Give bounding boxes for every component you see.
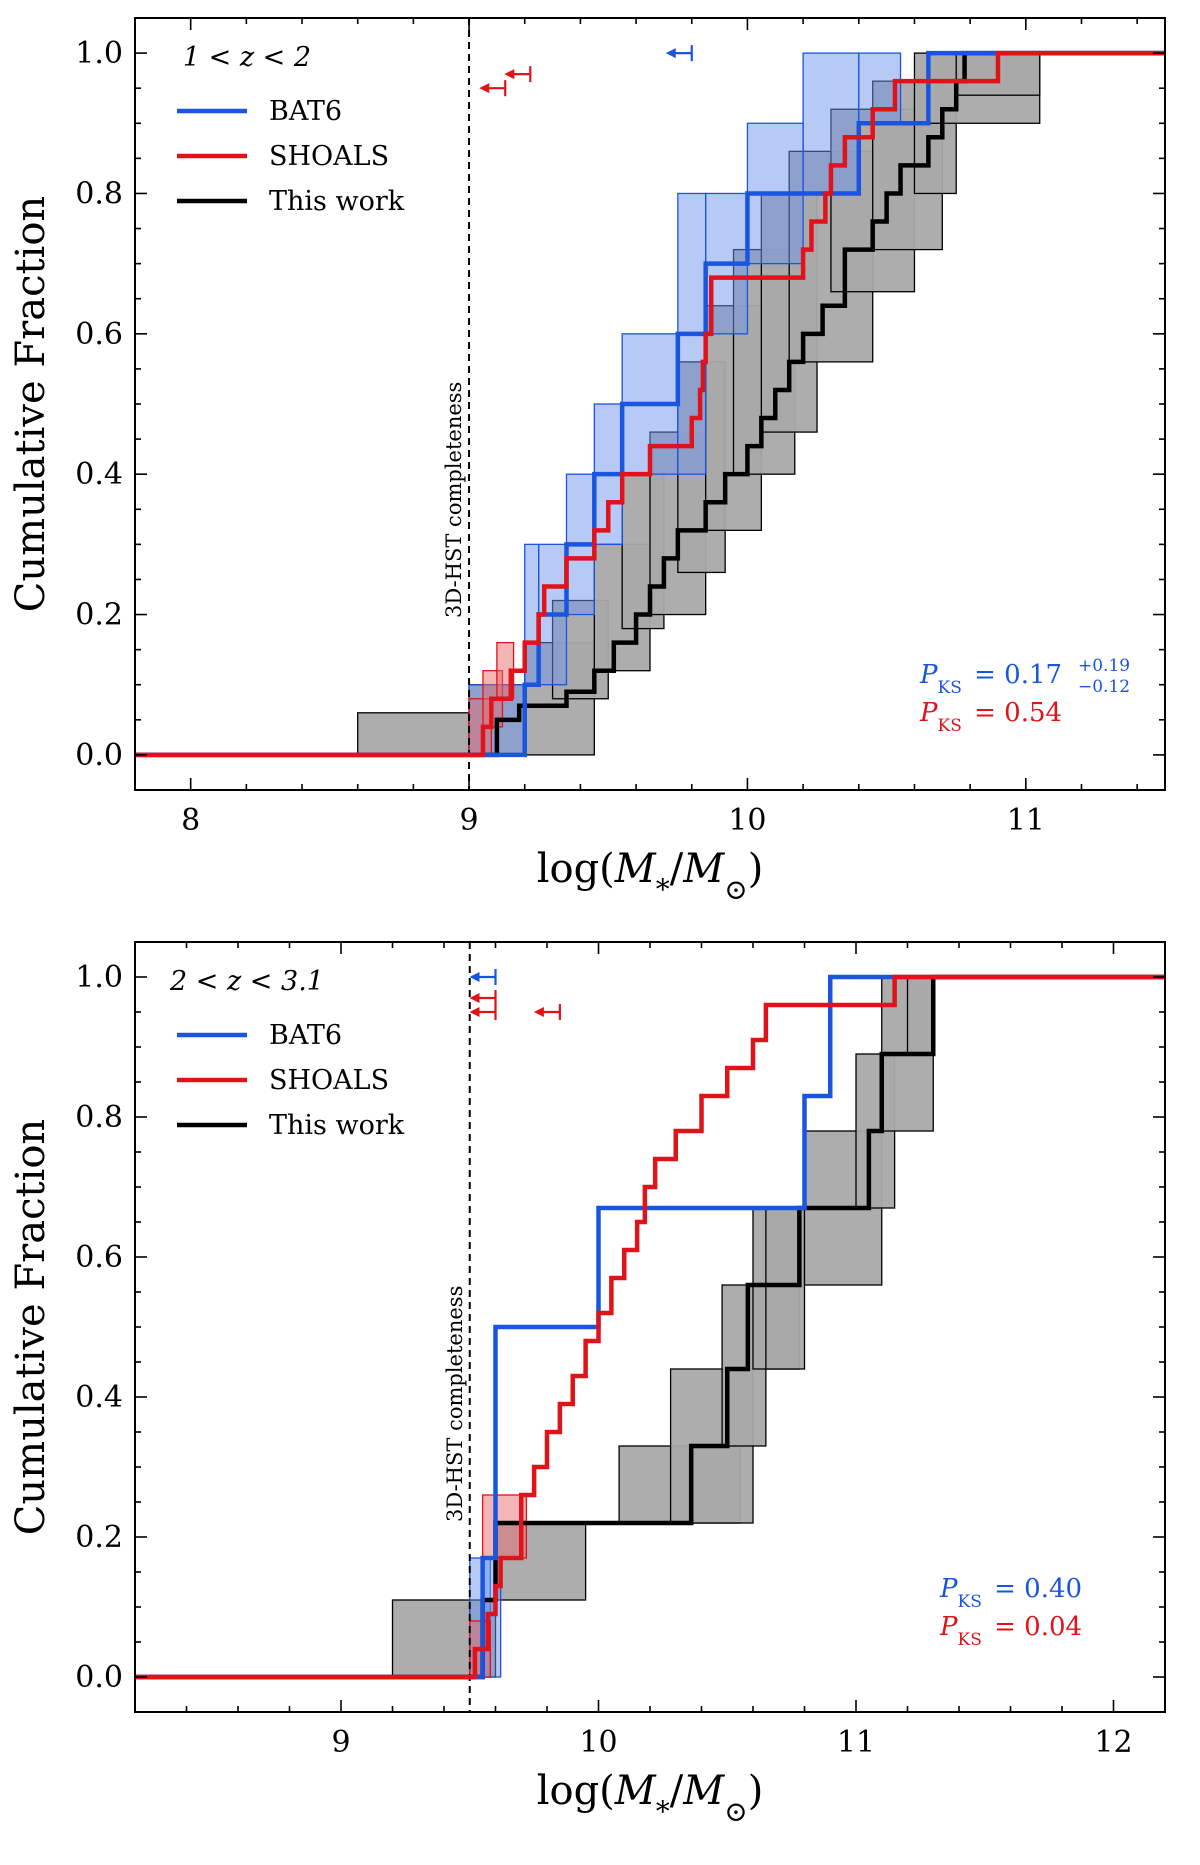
- x-tick-label-8: 8: [181, 803, 200, 838]
- y-axis-label: Cumulative Fraction: [8, 1119, 54, 1535]
- legend: 2 < z < 3.1 BAT6 SHOALS This work: [169, 966, 405, 1141]
- legend: 1 < z < 2 BAT6 SHOALS This work: [177, 42, 405, 217]
- shoals-step-line: [135, 974, 1165, 1680]
- this-work-band-11: [906, 976, 934, 1055]
- legend-title: 2 < z < 3.1: [169, 966, 324, 997]
- this-work-step-line: [135, 50, 1165, 758]
- x-tick-label-9: 9: [331, 1725, 350, 1760]
- this-work-band-0: [357, 712, 470, 756]
- y-tick-label-0.2: 0.2: [75, 598, 123, 633]
- y-tick-label-0.0: 0.0: [75, 738, 123, 773]
- x-tick-label-11: 11: [837, 1725, 875, 1760]
- legend-label-this-work: This work: [269, 186, 405, 217]
- y-tick-label-0.8: 0.8: [75, 176, 123, 211]
- ks-annotation-upper-error: +0.19: [1078, 656, 1130, 676]
- plot-area: [135, 942, 1165, 1712]
- x-tick-label-9: 9: [460, 803, 479, 838]
- legend-label-bat6: BAT6: [269, 96, 342, 127]
- panel-bottom: 3D-HST completeness 9 10 11 12 0.0 0.2 0.4 0.6 0.…: [8, 941, 1166, 1828]
- this-work-step-line: [135, 974, 1165, 1680]
- bat6-upper-limit-0: [469, 969, 497, 985]
- x-tick-label-12: 12: [1094, 1725, 1132, 1760]
- completeness-label: 3D-HST completeness: [443, 1286, 467, 1522]
- shoals-step-line: [135, 50, 1165, 758]
- shoals-upper-limit-2: [469, 1004, 497, 1020]
- x-tick-label-10: 10: [728, 803, 766, 838]
- y-tick-label-0.8: 0.8: [75, 1100, 123, 1135]
- ks-annotation-bat6: PKS = 0.17: [919, 660, 1062, 698]
- y-tick-label-1.0: 1.0: [75, 960, 123, 995]
- y-tick-label-1.0: 1.0: [75, 36, 123, 71]
- x-axis-label: log(M*/M⊙): [537, 1768, 764, 1828]
- x-axis-label: log(M*/M⊙): [537, 846, 764, 906]
- y-axis-label: Cumulative Fraction: [8, 196, 54, 612]
- this-work-band-0: [391, 1599, 471, 1678]
- bat6-upper-limit-2: [665, 45, 693, 62]
- shoals-upper-limit-1: [479, 80, 507, 97]
- plot-area: [135, 18, 1165, 790]
- bat6-step-line: [135, 50, 1165, 758]
- shoals-upper-limit-1: [469, 990, 497, 1006]
- shoals-upper-limit-0: [504, 66, 532, 83]
- ks-annotation-lower-error: −0.12: [1078, 677, 1130, 697]
- completeness-label: 3D-HST completeness: [442, 382, 466, 618]
- x-tick-label-10: 10: [579, 1725, 617, 1760]
- y-tick-label-0.4: 0.4: [75, 1380, 123, 1415]
- ks-annotation-shoals: PKS = 0.04: [939, 1612, 1082, 1650]
- legend-label-shoals: SHOALS: [269, 1065, 389, 1096]
- ks-annotation-bat6: PKS = 0.40: [939, 1574, 1082, 1612]
- y-tick-label-0.4: 0.4: [75, 457, 123, 492]
- legend-label-shoals: SHOALS: [269, 141, 389, 172]
- legend-label-this-work: This work: [269, 1110, 405, 1141]
- panel-top: 3D-HST completeness 8 9 10 11 0.0 0.2 0.4 0.6 0.8…: [8, 17, 1166, 906]
- y-tick-label-0.6: 0.6: [75, 317, 123, 352]
- x-tick-label-11: 11: [1007, 803, 1045, 838]
- shoals-upper-limit-3: [533, 1004, 561, 1020]
- legend-title: 1 < z < 2: [183, 42, 311, 73]
- y-tick-label-0.0: 0.0: [75, 1660, 123, 1695]
- legend-label-bat6: BAT6: [269, 1020, 342, 1051]
- ks-annotation-shoals: PKS = 0.54: [919, 698, 1062, 736]
- y-tick-label-0.6: 0.6: [75, 1240, 123, 1275]
- bat6-step-line: [135, 974, 1165, 1680]
- y-tick-label-0.2: 0.2: [75, 1520, 123, 1555]
